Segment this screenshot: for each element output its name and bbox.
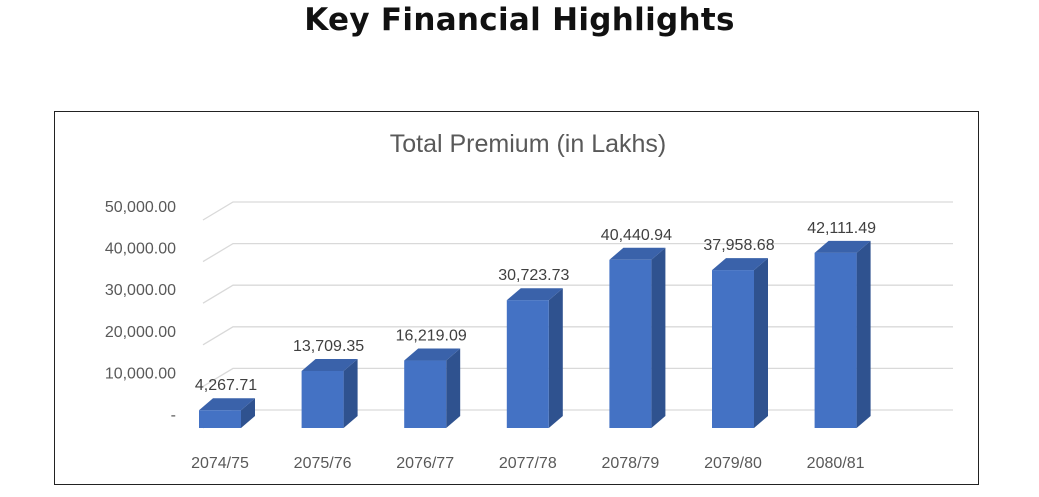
bar-front bbox=[199, 410, 241, 428]
x-tick-label: 2078/79 bbox=[601, 455, 659, 472]
bar-top bbox=[506, 288, 563, 301]
x-tick-label: 2075/76 bbox=[294, 455, 352, 472]
bar-front bbox=[814, 252, 857, 428]
bar bbox=[404, 348, 461, 428]
bar bbox=[301, 358, 358, 428]
bar-side bbox=[754, 258, 768, 428]
bar-side bbox=[856, 240, 871, 428]
bar bbox=[199, 398, 255, 428]
y-tick-label: 50,000.00 bbox=[105, 199, 176, 216]
data-label: 42,111.49 bbox=[807, 220, 876, 237]
y-tick-label: 10,000.00 bbox=[105, 365, 176, 382]
bars bbox=[199, 240, 871, 428]
bar-side bbox=[548, 288, 563, 428]
bar bbox=[712, 258, 768, 428]
x-tick-label: 2076/77 bbox=[396, 455, 454, 472]
bar bbox=[506, 288, 563, 428]
bar-front bbox=[506, 300, 549, 428]
bar-side bbox=[343, 358, 358, 428]
y-tick-label: 20,000.00 bbox=[105, 324, 176, 341]
bar-top bbox=[199, 398, 255, 411]
bar bbox=[609, 247, 666, 428]
bar bbox=[814, 240, 871, 428]
bar-top bbox=[712, 258, 768, 271]
bar-side bbox=[651, 247, 666, 428]
bar-chart: Total Premium (in Lakhs) - 10,000.00 20,00… bbox=[105, 130, 953, 472]
data-label: 13,709.35 bbox=[293, 338, 364, 355]
y-tick-label: 30,000.00 bbox=[105, 282, 176, 299]
gridline bbox=[202, 242, 953, 263]
data-label: 37,958.68 bbox=[703, 237, 774, 254]
x-tick-label: 2074/75 bbox=[191, 455, 249, 472]
chart-title: Total Premium (in Lakhs) bbox=[390, 130, 666, 158]
bar-top bbox=[404, 348, 461, 361]
bar-front bbox=[609, 259, 652, 428]
data-label: 4,267.71 bbox=[195, 377, 257, 394]
data-label: 40,440.94 bbox=[601, 227, 672, 244]
data-labels: 4,267.71 13,709.35 16,219.09 30,723.73 40,44… bbox=[195, 220, 876, 394]
bar-top bbox=[609, 247, 666, 260]
y-axis-ticks: - 10,000.00 20,000.00 30,000.00 40,000.00 50,… bbox=[105, 199, 176, 424]
x-tick-label: 2079/80 bbox=[704, 455, 762, 472]
chart-frame: Total Premium (in Lakhs) - 10,000.00 20,00… bbox=[54, 111, 979, 485]
y-tick-label: 40,000.00 bbox=[105, 241, 176, 258]
bar-top bbox=[301, 358, 358, 371]
data-label: 16,219.09 bbox=[396, 328, 467, 345]
bar-front bbox=[301, 370, 344, 428]
gridline bbox=[202, 201, 953, 221]
bar-front bbox=[404, 360, 447, 428]
data-label: 30,723.73 bbox=[498, 267, 569, 284]
x-axis-ticks: 2074/75 2075/76 2076/77 2077/78 2078/79 2079/… bbox=[191, 455, 865, 472]
x-tick-label: 2077/78 bbox=[499, 455, 557, 472]
page-title: Key Financial Highlights bbox=[304, 2, 735, 38]
bar-top bbox=[814, 240, 871, 253]
bar-front bbox=[712, 270, 754, 428]
x-tick-label: 2080/81 bbox=[807, 455, 865, 472]
bar-side bbox=[241, 398, 255, 428]
y-tick-label: - bbox=[171, 407, 176, 424]
bar-side bbox=[446, 348, 461, 428]
